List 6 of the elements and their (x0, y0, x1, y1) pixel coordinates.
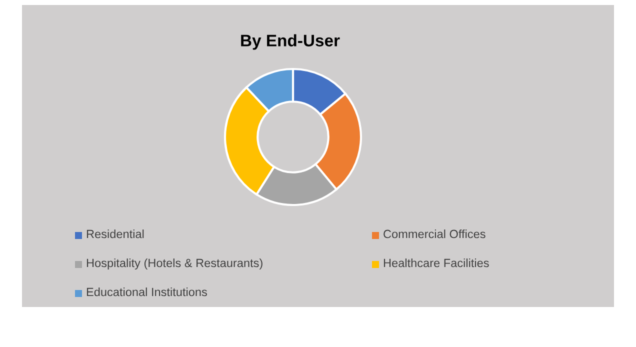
legend-label: Healthcare Facilities (384, 258, 489, 268)
chart-title: By End-User (241, 34, 340, 50)
legend-label: Hospitality (Hotels & Restaurants) (86, 258, 262, 270)
legend-label: Residential (86, 229, 144, 238)
legend-label: Commercial Offices (384, 229, 486, 238)
legend-label: Educational Institutions (86, 287, 207, 296)
